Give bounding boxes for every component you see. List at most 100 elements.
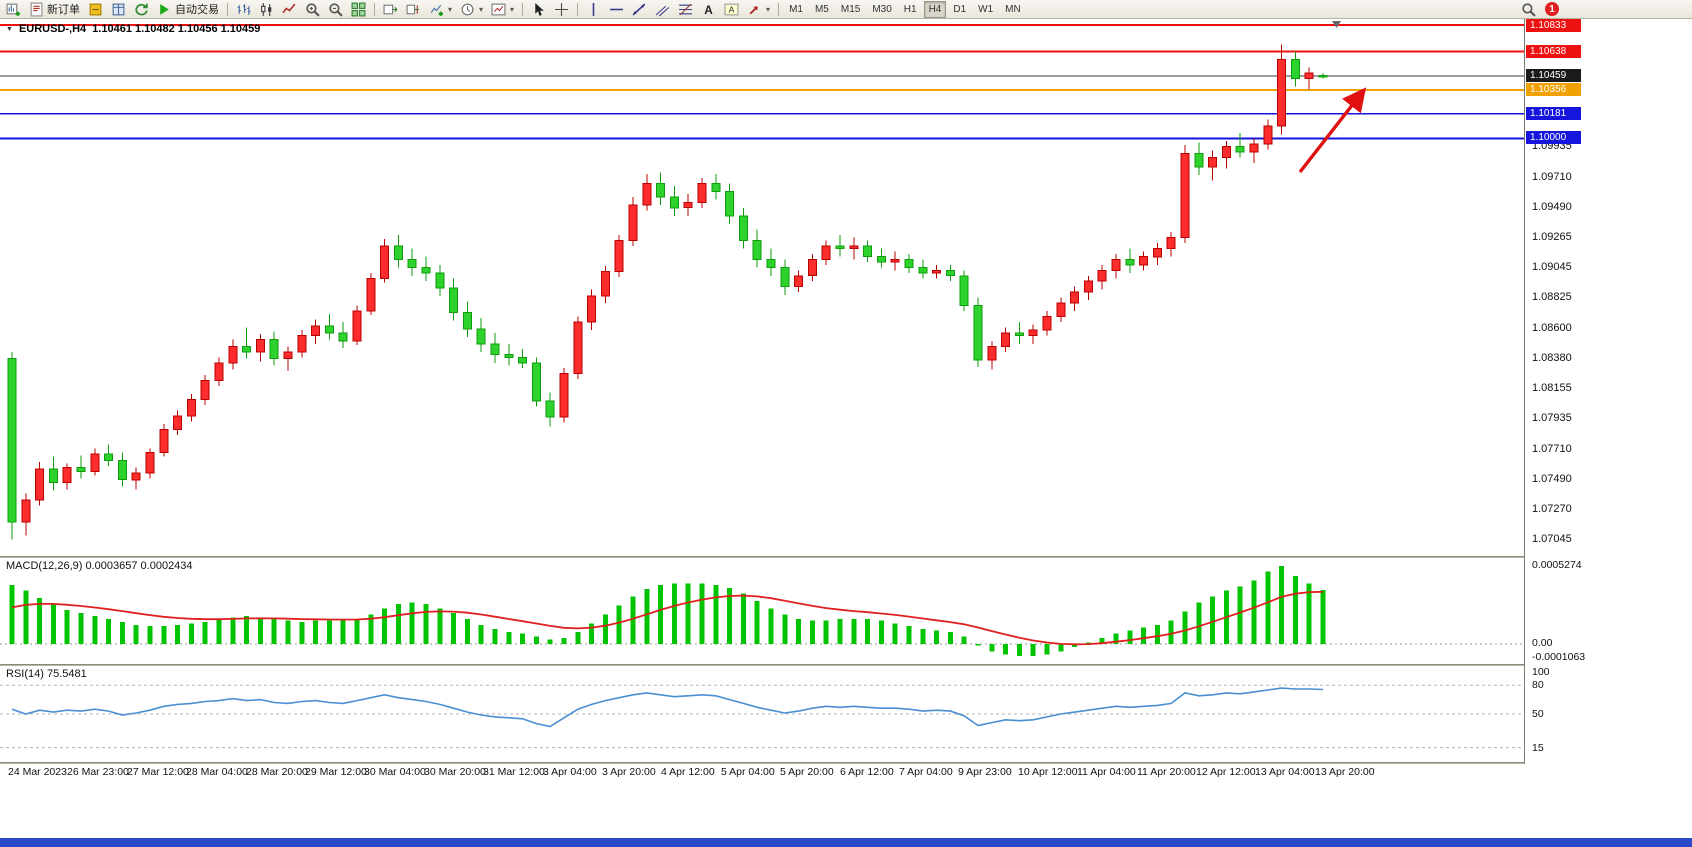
horizontal-line-button[interactable]	[606, 0, 627, 19]
new-order-label: 新订单	[47, 4, 80, 16]
macd-signal-line	[11, 590, 1324, 646]
candlestick-chart-button[interactable]	[256, 0, 277, 19]
new-order-button[interactable]: 新订单	[26, 0, 83, 19]
periods-button[interactable]: ▾	[457, 0, 486, 19]
annotation-arrow[interactable]	[1298, 87, 1367, 174]
metaeditor-icon	[89, 3, 102, 15]
text-label-icon: A	[724, 3, 739, 15]
timeframe-h1-button[interactable]: H1	[903, 3, 917, 15]
price-chart-pane[interactable]	[0, 19, 1524, 556]
date-label: 28 Mar 04:00	[186, 766, 248, 778]
channel-button[interactable]	[652, 0, 673, 19]
rsi-pane[interactable]	[0, 666, 1524, 762]
price-axis-tick: 1.09710	[1532, 171, 1572, 183]
toolbar-separator	[227, 2, 228, 16]
price-line-tag: 1.10000	[1526, 131, 1581, 144]
dropdown-arrow-icon: ▾	[479, 4, 484, 14]
auto-scroll-button[interactable]	[380, 0, 401, 19]
candlestick-chart-icon	[261, 2, 272, 16]
pane-divider[interactable]	[0, 556, 1692, 558]
rsi-line	[11, 687, 1324, 728]
toolbar-separator	[778, 2, 780, 16]
chart-shift-icon	[406, 4, 419, 14]
price-axis-tick: 1.07490	[1532, 473, 1572, 485]
timeframe-m1-button[interactable]: M1	[789, 3, 803, 15]
chart-shift-button[interactable]	[403, 0, 424, 19]
arrows-button[interactable]: ▾	[744, 0, 773, 19]
timeframe-m15-button[interactable]: M15	[840, 3, 861, 15]
line-chart-button[interactable]	[279, 0, 300, 19]
auto-scroll-icon	[383, 4, 398, 14]
refresh-button[interactable]	[131, 0, 152, 19]
date-axis[interactable]: 24 Mar 2023 26 Mar 23:00 27 Mar 12:00 28 Ma…	[0, 764, 1692, 782]
current-price-tag: 1.10459	[1526, 69, 1581, 82]
arrows-icon	[749, 5, 758, 14]
fibonacci-button[interactable]	[675, 0, 696, 19]
toolbar: 新订单 自动交易 ▾ ▾ ▾ A A ▾ M1 M5 M15 M30 H1 H4 D1 W1 MN 1	[0, 0, 1692, 19]
svg-text:A: A	[704, 3, 713, 16]
toolbar-separator	[374, 2, 375, 16]
macd-pane[interactable]	[0, 558, 1524, 664]
notification-badge[interactable]: 1	[1545, 2, 1559, 16]
date-label: 28 Mar 20:00	[246, 766, 308, 778]
timeframe-m5-button[interactable]: M5	[814, 3, 829, 15]
timeframe-h4-button[interactable]: H4	[923, 0, 947, 18]
macd-axis-min: -0.0001063	[1532, 651, 1586, 663]
bar-chart-button[interactable]	[233, 0, 254, 19]
rsi-axis-label: 50	[1532, 708, 1544, 720]
date-label: 13 Apr 20:00	[1315, 766, 1375, 778]
templates-icon	[491, 3, 506, 15]
timeframe-m30-button[interactable]: M30	[872, 3, 892, 15]
toolbar-separator	[522, 2, 524, 16]
price-line-tag: 1.10833	[1526, 19, 1581, 32]
tile-windows-button[interactable]	[348, 0, 369, 19]
macd-axis-max: 0.0005274	[1532, 559, 1582, 571]
price-line-tag: 1.10356	[1526, 83, 1581, 96]
date-label: 9 Apr 23:00	[958, 766, 1012, 778]
price-axis-tick: 1.08155	[1532, 382, 1572, 394]
price-axis-tick: 1.09490	[1532, 201, 1572, 213]
auto-trading-button[interactable]: 自动交易	[154, 0, 222, 19]
trendline-icon	[632, 3, 646, 15]
metaeditor-button[interactable]	[85, 0, 106, 19]
timeframe-mn-button[interactable]: MN	[1005, 3, 1021, 15]
new-chart-button[interactable]	[3, 0, 24, 19]
price-axis-tick: 1.08380	[1532, 352, 1572, 364]
chart-shift-marker[interactable]	[1332, 21, 1341, 28]
zoom-out-button[interactable]	[325, 0, 346, 19]
timeframe-d1-button[interactable]: D1	[953, 3, 967, 15]
channel-icon	[655, 5, 670, 16]
date-label: 7 Apr 04:00	[899, 766, 953, 778]
date-label: 12 Apr 12:00	[1196, 766, 1256, 778]
timeframe-w1-button[interactable]: W1	[978, 3, 994, 15]
indicators-button[interactable]: ▾	[426, 0, 455, 19]
indicators-icon	[430, 4, 443, 16]
rsi-axis-label: 80	[1532, 679, 1544, 691]
pane-divider[interactable]	[0, 664, 1692, 666]
auto-trading-label: 自动交易	[175, 4, 219, 16]
toolbar-separator	[577, 2, 579, 16]
templates-button[interactable]: ▾	[488, 0, 517, 19]
rsi-axis-label: 15	[1532, 742, 1544, 754]
cursor-button[interactable]	[528, 0, 549, 19]
crosshair-button[interactable]	[551, 0, 572, 19]
date-label: 4 Apr 12:00	[661, 766, 715, 778]
crosshair-icon	[555, 2, 568, 16]
trendline-button[interactable]	[629, 0, 650, 19]
price-axis-tick: 1.09045	[1532, 261, 1572, 273]
date-label: 27 Mar 12:00	[127, 766, 189, 778]
zoom-in-icon	[306, 2, 320, 17]
rsi-axis-label: 100	[1532, 666, 1550, 678]
price-axis[interactable]: 1.09935 1.09710 1.09490 1.09265 1.09045 1.088…	[1524, 19, 1692, 782]
vertical-line-button[interactable]	[583, 0, 604, 19]
data-window-button[interactable]	[108, 0, 129, 19]
new-chart-icon	[6, 3, 20, 16]
price-axis-tick: 1.08600	[1532, 322, 1572, 334]
auto-trading-icon	[160, 3, 169, 15]
text-button[interactable]: A	[698, 0, 719, 19]
zoom-in-button[interactable]	[302, 0, 323, 19]
price-axis-tick: 1.07045	[1532, 533, 1572, 545]
search-button[interactable]	[1518, 0, 1539, 19]
date-label: 30 Mar 04:00	[364, 766, 426, 778]
text-label-button[interactable]: A	[721, 0, 742, 19]
